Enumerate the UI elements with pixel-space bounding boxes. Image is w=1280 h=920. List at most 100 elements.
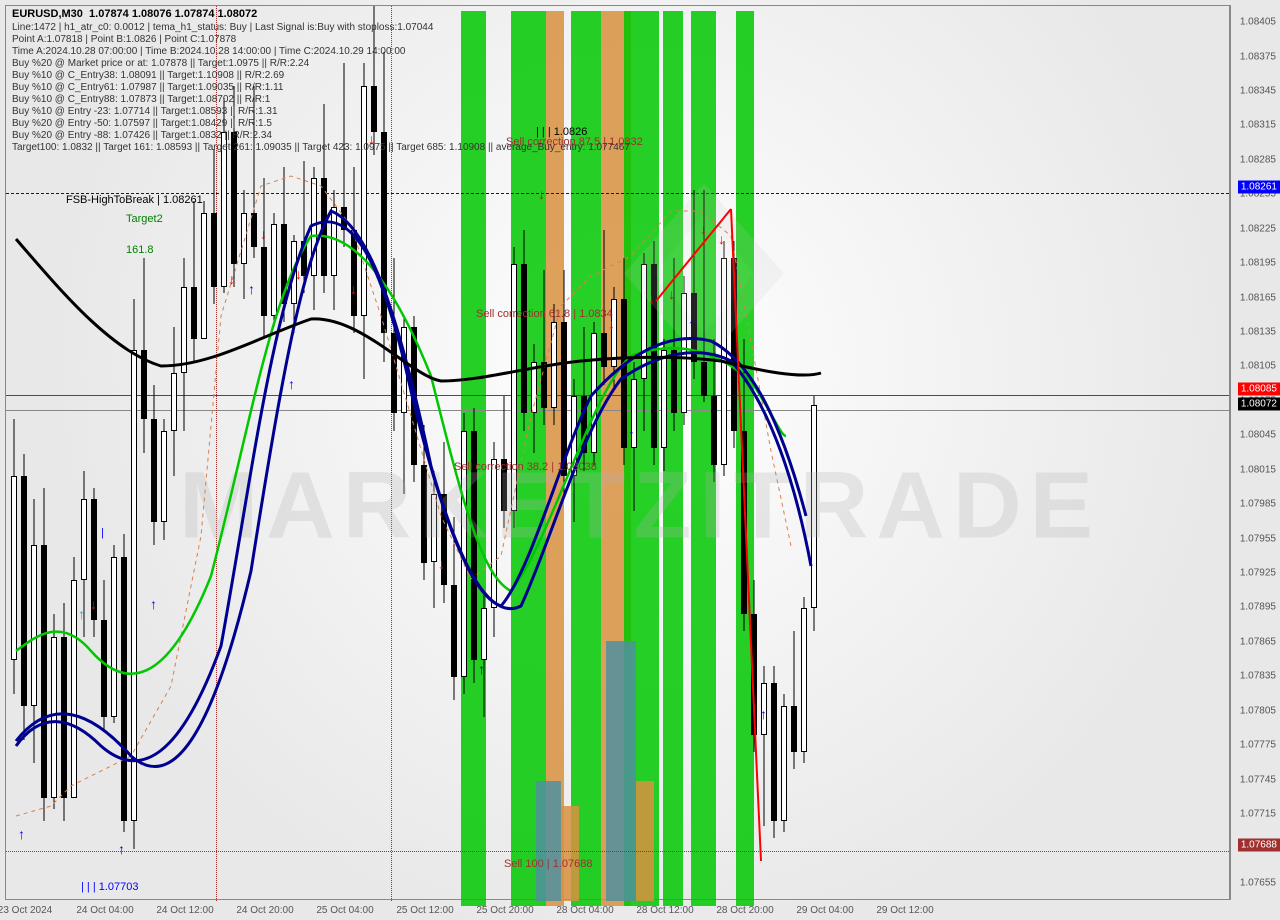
chart-title: EURUSD,M30 1.07874 1.08076 1.07874 1.080… xyxy=(12,8,257,20)
candle xyxy=(481,591,487,717)
candle xyxy=(581,327,587,470)
price-tick-label: 1.08375 xyxy=(1240,51,1276,62)
arrow-up-icon: ↑ xyxy=(288,376,295,392)
candle xyxy=(531,344,537,453)
candle xyxy=(101,580,107,729)
lower-zone xyxy=(561,806,579,901)
price-marker: 1.08261 xyxy=(1238,181,1280,194)
info-line: Buy %20 @ Market price or at: 1.07878 ||… xyxy=(12,58,309,69)
candle xyxy=(271,213,277,328)
candle xyxy=(21,454,27,741)
horizontal-line xyxy=(6,851,1229,852)
time-tick-label: 24 Oct 04:00 xyxy=(76,905,133,916)
candle xyxy=(381,52,387,362)
price-tick-label: 1.07865 xyxy=(1240,636,1276,647)
candle xyxy=(51,614,57,809)
info-line: Buy %10 @ Entry -23: 1.07714 || Target:1… xyxy=(12,106,278,117)
price-tick-label: 1.07715 xyxy=(1240,808,1276,819)
price-tick-label: 1.08015 xyxy=(1240,464,1276,475)
candle xyxy=(151,385,157,546)
price-tick-label: 1.08405 xyxy=(1240,17,1276,28)
price-tick-label: 1.07925 xyxy=(1240,567,1276,578)
candle xyxy=(551,304,557,424)
arrow-down-icon: ↓ xyxy=(90,596,97,612)
price-tick-label: 1.08165 xyxy=(1240,292,1276,303)
candle xyxy=(521,230,527,431)
candle xyxy=(161,419,167,539)
arrow-up-icon: ↑ xyxy=(18,826,25,842)
info-line: Buy %20 @ Entry -88: 1.07426 || Target:1… xyxy=(12,130,272,141)
arrow-up-icon: ↑ xyxy=(760,706,767,722)
chart-text-label: Sell correction 61.8 | 1.0834 xyxy=(476,308,613,320)
candle xyxy=(311,167,317,310)
candle xyxy=(761,666,767,827)
arrow-up-icon: ↑ xyxy=(150,596,157,612)
horizontal-line xyxy=(6,410,1229,411)
candle xyxy=(261,178,267,339)
info-line: Time A:2024.10.28 07:00:00 | Time B:2024… xyxy=(12,46,405,57)
candle xyxy=(131,299,137,850)
lower-zone xyxy=(536,781,561,901)
price-tick-label: 1.08345 xyxy=(1240,86,1276,97)
time-tick-label: 28 Oct 12:00 xyxy=(636,905,693,916)
time-tick-label: 28 Oct 04:00 xyxy=(556,905,613,916)
price-tick-label: 1.08195 xyxy=(1240,258,1276,269)
arrow-up-icon: ↑ xyxy=(628,426,635,442)
price-axis: 1.08405 1.08375 1.08345 1.08315 1.08285 1.082… xyxy=(1230,5,1280,900)
candle xyxy=(171,327,177,476)
price-tick-label: 1.07745 xyxy=(1240,774,1276,785)
arrow-down-icon: ↓ xyxy=(718,231,725,247)
arrow-down-icon: ↓ xyxy=(350,281,357,297)
arrow-up-icon: ↑ xyxy=(478,661,485,677)
chart-text-label: Sell 100 | 1.07688 xyxy=(504,858,592,870)
price-tick-label: 1.08135 xyxy=(1240,327,1276,338)
price-marker: 1.08085 xyxy=(1238,383,1280,396)
price-tick-label: 1.07775 xyxy=(1240,740,1276,751)
price-tick-label: 1.08105 xyxy=(1240,361,1276,372)
candle xyxy=(31,499,37,763)
time-tick-label: 28 Oct 20:00 xyxy=(716,905,773,916)
price-tick-label: 1.08315 xyxy=(1240,120,1276,131)
arrow-down-icon: ↓ xyxy=(648,291,655,307)
chart-text-label: | xyxy=(101,527,104,539)
price-tick-label: 1.07805 xyxy=(1240,705,1276,716)
watermark-icon xyxy=(604,174,804,379)
time-tick-label: 25 Oct 20:00 xyxy=(476,905,533,916)
time-tick-label: 29 Oct 04:00 xyxy=(796,905,853,916)
price-tick-label: 1.08285 xyxy=(1240,154,1276,165)
arrow-down-icon: ↓ xyxy=(438,556,445,572)
candle xyxy=(351,167,357,333)
candle xyxy=(111,545,117,723)
price-tick-label: 1.07835 xyxy=(1240,671,1276,682)
chart-text-label: Target2 xyxy=(126,213,163,225)
chart-text-label: FSB-HighToBreak | 1.08261 xyxy=(66,194,203,206)
price-tick-label: 1.07955 xyxy=(1240,533,1276,544)
candle xyxy=(751,580,757,752)
price-tick-label: 1.07895 xyxy=(1240,602,1276,613)
time-axis: 23 Oct 202424 Oct 04:0024 Oct 12:0024 Oc… xyxy=(5,900,1230,920)
chart-text-label: Sell correction 38.2 | 1.08038 xyxy=(454,461,597,473)
price-tick-label: 1.07655 xyxy=(1240,877,1276,888)
chart-container[interactable]: MARKETZITRADE ↑↑↓↑↑↓↑↓↑↓↓↓↓↑↓↓↑↓↓↑↓↓↑ FS… xyxy=(0,0,1280,920)
candle xyxy=(121,534,127,832)
candle xyxy=(61,603,67,821)
candle xyxy=(591,322,597,465)
candle xyxy=(71,557,77,764)
candle xyxy=(361,63,367,379)
time-tick-label: 24 Oct 12:00 xyxy=(156,905,213,916)
price-tick-label: 1.08225 xyxy=(1240,223,1276,234)
arrow-down-icon: ↓ xyxy=(538,186,545,202)
arrow-up-icon: ↑ xyxy=(78,606,85,622)
candle xyxy=(281,167,287,322)
arrow-down-icon: ↓ xyxy=(295,266,302,282)
candle xyxy=(91,488,97,637)
info-line: Buy %10 @ C_Entry61: 1.07987 || Target:1… xyxy=(12,82,283,93)
arrow-down-icon: ↓ xyxy=(228,271,235,287)
info-line: Buy %20 @ Entry -50: 1.07597 || Target:1… xyxy=(12,118,272,129)
candle xyxy=(191,201,197,362)
time-tick-label: 25 Oct 12:00 xyxy=(396,905,453,916)
price-marker: 1.07688 xyxy=(1238,838,1280,851)
candle xyxy=(11,419,17,694)
candle xyxy=(771,666,777,838)
time-tick-label: 23 Oct 2024 xyxy=(0,905,52,916)
